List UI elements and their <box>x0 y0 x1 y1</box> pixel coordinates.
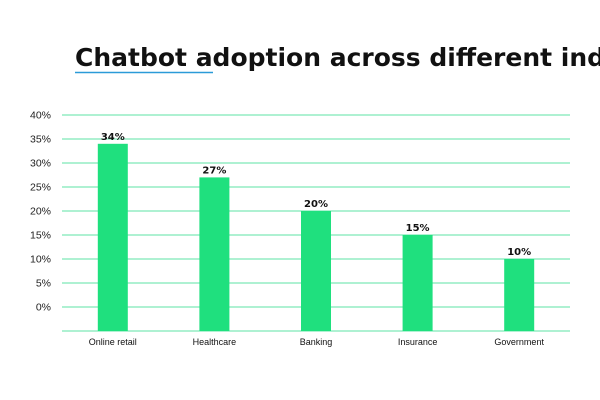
data-label: 10% <box>507 247 531 258</box>
x-category-label: Healthcare <box>193 337 237 347</box>
y-tick-label: 25% <box>30 182 51 194</box>
x-category-label: Government <box>494 337 544 347</box>
x-axis-category-labels: Online retail Healthcare Banking Insurance G… <box>89 337 545 347</box>
y-tick-label: 20% <box>30 206 51 218</box>
y-tick-label: 0% <box>36 302 51 314</box>
y-tick-label: 15% <box>30 230 51 242</box>
y-tick-label: 30% <box>30 158 51 170</box>
data-label: 15% <box>406 223 430 234</box>
data-labels: 34% 27% 20% 15% 10% <box>101 132 531 258</box>
y-tick-label: 5% <box>36 278 51 290</box>
bar <box>97 143 128 331</box>
data-label: 34% <box>101 132 125 143</box>
bars <box>97 143 535 331</box>
bar <box>402 235 433 331</box>
x-category-label: Insurance <box>398 337 438 347</box>
y-axis-tick-labels: 40% 35% 30% 25% 20% 15% 10% 5% 0% <box>30 110 51 314</box>
bar <box>199 177 230 331</box>
y-tick-label: 10% <box>30 254 51 266</box>
y-tick-label: 40% <box>30 110 51 122</box>
x-category-label: Online retail <box>89 337 137 347</box>
chart-title: Chatbot adoption across different indust… <box>75 43 600 72</box>
data-label: 20% <box>304 199 328 210</box>
x-category-label: Banking <box>300 337 333 347</box>
bar <box>301 211 331 331</box>
data-label: 27% <box>202 165 226 176</box>
bar <box>504 259 535 331</box>
y-tick-label: 35% <box>30 134 51 146</box>
